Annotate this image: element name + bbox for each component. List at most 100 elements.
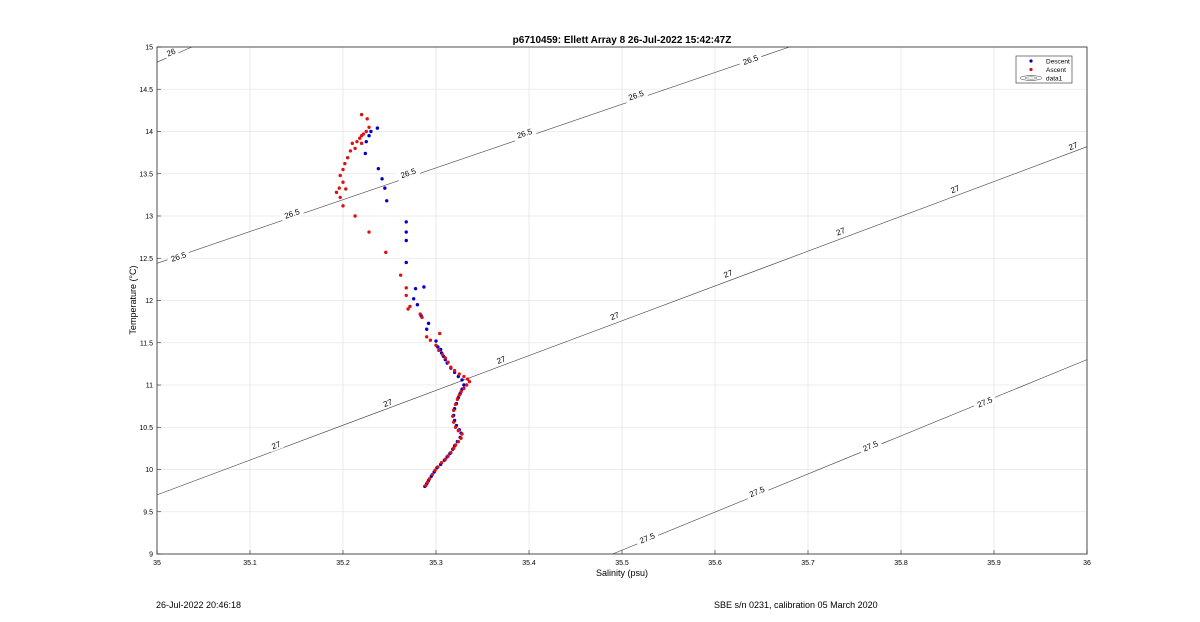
ascent-point bbox=[434, 343, 438, 347]
ascent-point bbox=[338, 173, 342, 178]
ascent-point bbox=[464, 383, 469, 387]
isopycnal-label-bg bbox=[379, 395, 396, 410]
isopycnal-label-bg bbox=[858, 436, 883, 455]
ascent-point bbox=[420, 315, 424, 320]
ascent-point bbox=[430, 472, 434, 477]
isopycnal-label: 27 bbox=[379, 395, 396, 410]
y-tick-label: 10.5 bbox=[139, 425, 153, 432]
ascent-point bbox=[438, 331, 442, 336]
isopycnal-label: 26 bbox=[162, 44, 179, 60]
ascent-point bbox=[406, 307, 410, 311]
x-tick-label: 35.5 bbox=[615, 560, 629, 567]
isopycnal-label-text: 27 bbox=[949, 183, 961, 195]
isopycnal-line-27-5 bbox=[612, 359, 1088, 555]
ascent-point bbox=[446, 360, 450, 364]
ascent-point bbox=[345, 155, 350, 160]
ascent-point bbox=[433, 468, 437, 473]
x-tick-label: 35.8 bbox=[894, 560, 908, 567]
ascent-series bbox=[334, 112, 472, 488]
descent-point bbox=[375, 126, 380, 130]
y-tick-label: 11 bbox=[146, 383, 153, 390]
ascent-point bbox=[359, 112, 364, 117]
descent-point bbox=[426, 321, 431, 326]
x-axis-label: Salinity (psu) bbox=[596, 568, 648, 578]
descent-point bbox=[422, 285, 426, 289]
isopycnal-label-text: 27 bbox=[609, 310, 621, 322]
ascent-point bbox=[341, 204, 345, 208]
isopycnal-label-bg bbox=[720, 266, 736, 281]
ascent-point bbox=[459, 390, 463, 394]
ascent-point bbox=[440, 352, 445, 357]
isopycnal-label-bg bbox=[395, 164, 421, 182]
descent-point bbox=[367, 134, 371, 138]
y-tick-label: 9 bbox=[149, 552, 153, 559]
isopycnal-label-bg bbox=[493, 352, 510, 367]
isopycnal-label-bg bbox=[744, 482, 770, 501]
descent-point bbox=[380, 177, 384, 181]
ascent-point bbox=[427, 477, 432, 481]
isopycnal-label-text: 26 bbox=[165, 46, 177, 58]
ascent-point bbox=[418, 312, 422, 316]
legend-descent-label: Descent bbox=[1046, 59, 1070, 66]
ascent-point bbox=[358, 136, 362, 140]
legend-data1-label: data1 bbox=[1046, 76, 1063, 83]
ascent-point bbox=[428, 338, 433, 342]
isopycnal-label-bg bbox=[166, 248, 191, 265]
ascent-point bbox=[341, 167, 345, 172]
ascent-point bbox=[451, 446, 456, 451]
y-tick-label: 14 bbox=[145, 129, 153, 136]
chart-title: p6710459: Ellett Array 8 26-Jul-2022 15:… bbox=[513, 35, 732, 46]
ascent-point bbox=[367, 230, 371, 234]
ascent-point bbox=[384, 250, 388, 255]
ascent-point bbox=[424, 483, 428, 488]
isopycnal-label-bg bbox=[832, 224, 849, 239]
y-axis-ticks: 9 9.5 10 10.5 11 11.5 12 12.5 13 13.5 14 14.5 15 bbox=[139, 45, 161, 559]
isopycnal-label-bg bbox=[512, 124, 537, 142]
x-tick-label: 35.2 bbox=[336, 560, 350, 567]
ascent-point bbox=[456, 428, 461, 433]
descent-point bbox=[376, 166, 381, 171]
legend-data1-marker-inner bbox=[1024, 76, 1038, 80]
descent-point bbox=[383, 186, 387, 190]
isopycnal-label: 27 bbox=[720, 266, 736, 281]
ascent-point bbox=[425, 335, 429, 339]
ascent-point bbox=[449, 365, 453, 369]
ascent-point bbox=[404, 293, 408, 298]
x-tick-label: 35.4 bbox=[522, 560, 536, 567]
y-tick-label: 13.5 bbox=[139, 171, 153, 178]
ascent-point bbox=[437, 348, 441, 353]
ascent-point bbox=[439, 461, 444, 465]
ascent-point bbox=[344, 187, 348, 191]
descent-point bbox=[364, 139, 368, 144]
ascent-point bbox=[459, 436, 463, 440]
descent-point bbox=[404, 230, 408, 234]
ascent-point bbox=[359, 134, 364, 138]
y-axis-label: Temperature (°C) bbox=[128, 265, 138, 334]
isopycnal-label: 27 bbox=[493, 352, 510, 367]
isopycnal-label-text: 27 bbox=[496, 354, 508, 366]
legend-descent-marker bbox=[1029, 59, 1033, 63]
ascent-point bbox=[446, 454, 450, 458]
x-tick-label: 36 bbox=[1083, 560, 1091, 567]
ascent-point bbox=[467, 379, 472, 384]
y-tick-label: 9.5 bbox=[143, 509, 153, 516]
ascent-point bbox=[350, 141, 354, 146]
ascent-point bbox=[443, 457, 447, 462]
isopycnal-label-bg bbox=[738, 51, 763, 69]
ascent-point bbox=[451, 408, 456, 413]
x-tick-label: 35.9 bbox=[987, 560, 1001, 567]
x-tick-label: 35.6 bbox=[708, 560, 722, 567]
descent-point bbox=[425, 327, 429, 331]
x-tick-label: 35 bbox=[153, 560, 161, 567]
descent-point bbox=[385, 199, 389, 203]
ascent-point bbox=[353, 146, 357, 151]
x-tick-label: 35.1 bbox=[243, 560, 257, 567]
legend-ascent-label: Ascent bbox=[1046, 67, 1066, 74]
legend-ascent-marker bbox=[1029, 67, 1033, 72]
isopycnal-label: 27 bbox=[268, 437, 284, 452]
isopycnal-line-27 bbox=[156, 146, 1088, 496]
descent-point bbox=[415, 303, 420, 307]
isopycnal-label-bg bbox=[623, 86, 649, 104]
legend-data1-marker bbox=[1019, 75, 1043, 81]
